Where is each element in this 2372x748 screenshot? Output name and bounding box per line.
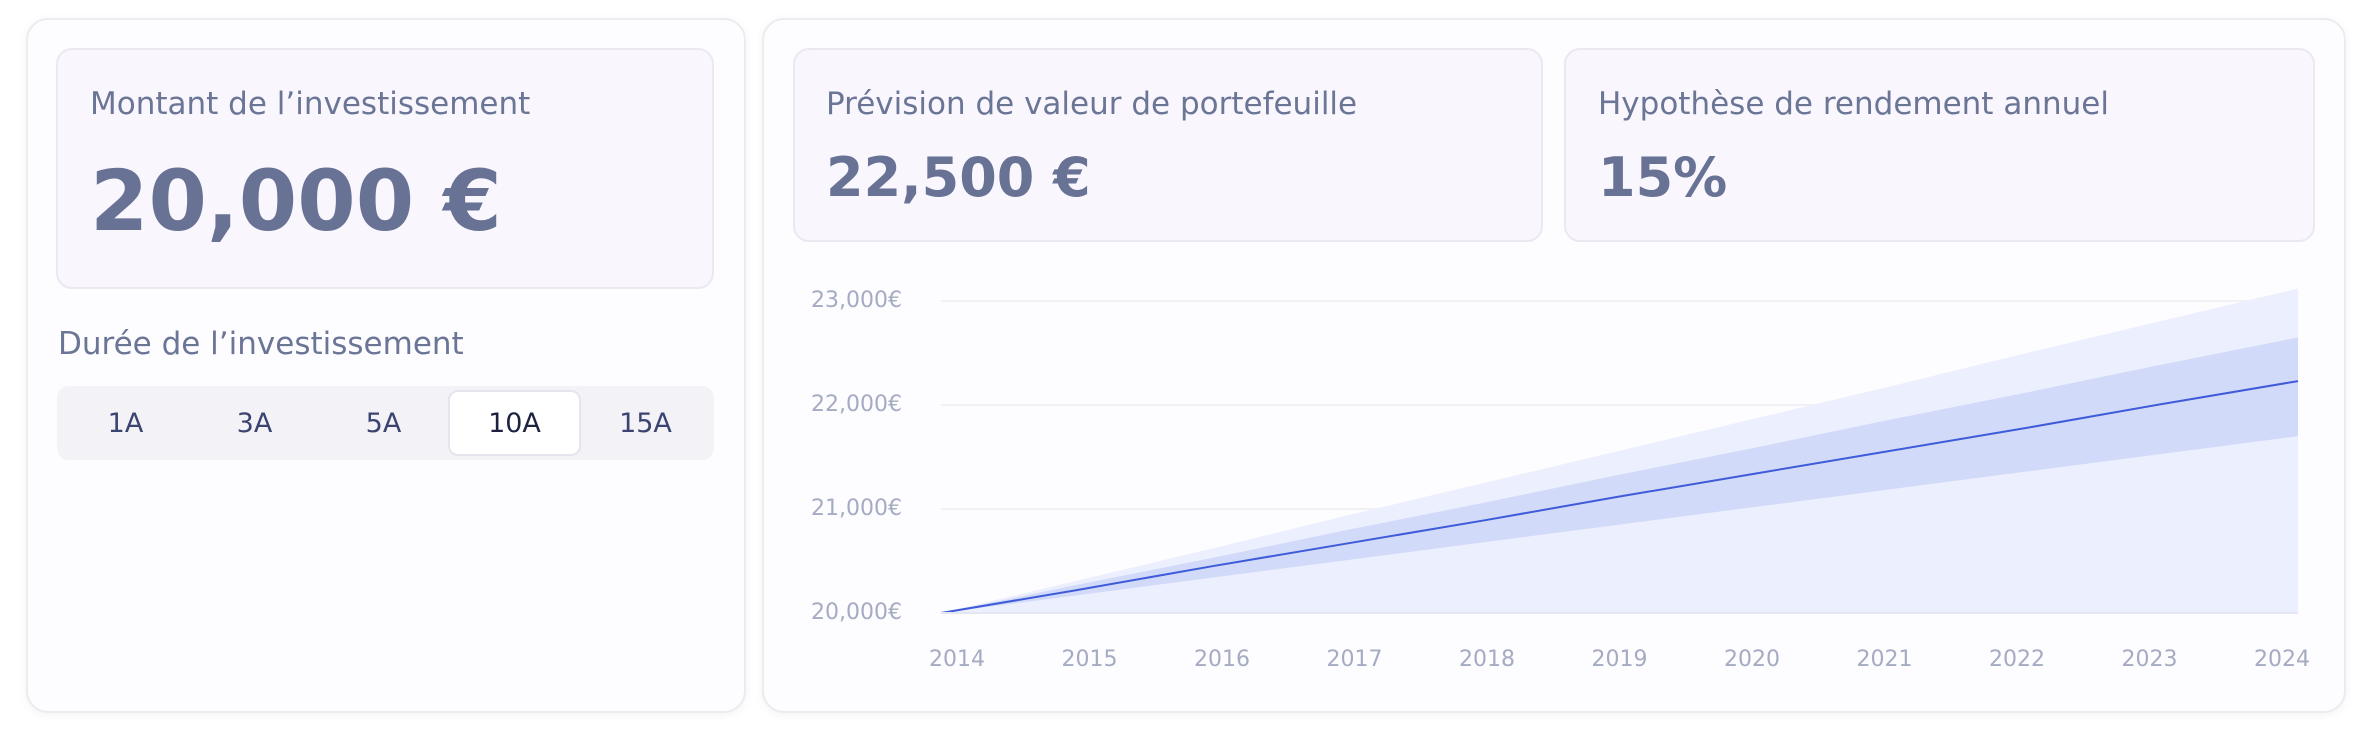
outer-area: [941, 288, 2298, 613]
kpi-value: 15%: [1598, 146, 1728, 209]
duration-option[interactable]: 1A: [107, 407, 144, 439]
x-tick-label: 2019: [1592, 647, 1648, 672]
kpi-value: 22,500 €: [826, 146, 1091, 209]
x-tick-label: 2021: [1857, 647, 1913, 672]
amount-value: 20,000 €: [90, 152, 502, 250]
x-tick-label: 2022: [1989, 647, 2045, 672]
duration-option[interactable]: 3A: [236, 407, 273, 439]
kpi-box: [793, 48, 1543, 242]
confidence-band: [941, 337, 2298, 613]
duration-selector: 1A 3A 5A 10A 15A: [57, 386, 714, 460]
y-tick-label: 22,000€: [811, 392, 902, 417]
kpi-box: [1564, 48, 2315, 242]
amount-label: Montant de l’investissement: [90, 86, 531, 122]
duration-option[interactable]: 15A: [619, 407, 672, 439]
kpi-label: Prévision de valeur de portefeuille: [826, 86, 1358, 122]
amount-box: [56, 48, 714, 289]
forecast-line: [940, 380, 2299, 614]
x-tick-label: 2016: [1194, 647, 1250, 672]
duration-label: Durée de l’investissement: [58, 326, 464, 362]
duration-option[interactable]: 10A: [448, 390, 581, 456]
x-tick-label: 2023: [2122, 647, 2178, 672]
y-tick-label: 20,000€: [811, 600, 902, 625]
x-tick-label: 2024: [2254, 647, 2310, 672]
x-tick-label: 2017: [1327, 647, 1383, 672]
x-tick-label: 2014: [929, 647, 985, 672]
kpi-label: Hypothèse de rendement annuel: [1598, 86, 2109, 122]
y-tick-label: 21,000€: [811, 496, 902, 521]
duration-option[interactable]: 5A: [365, 407, 402, 439]
x-tick-label: 2020: [1724, 647, 1780, 672]
y-tick-label: 23,000€: [811, 288, 902, 313]
x-tick-label: 2015: [1062, 647, 1118, 672]
x-tick-label: 2018: [1459, 647, 1515, 672]
